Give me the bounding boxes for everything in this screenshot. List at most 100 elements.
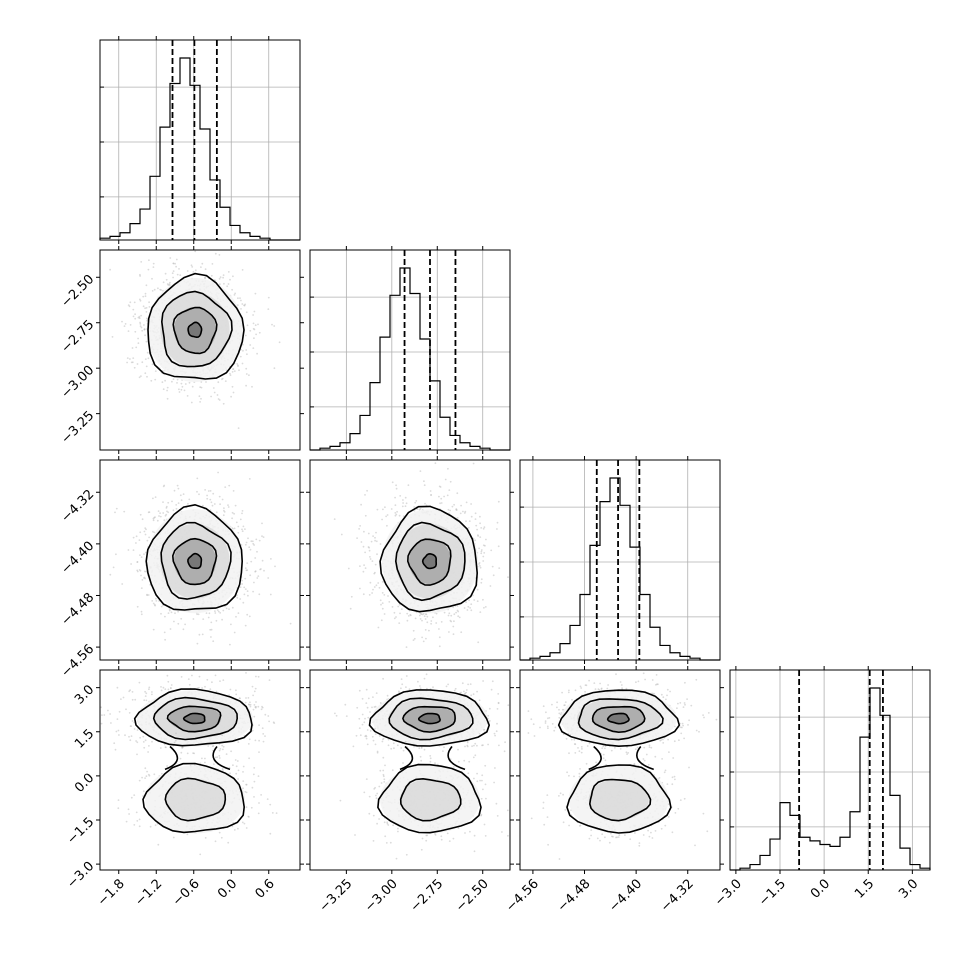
sample-point — [121, 583, 124, 585]
sample-point — [152, 266, 155, 268]
sample-point — [422, 640, 425, 643]
sample-point — [271, 323, 273, 326]
sample-point — [448, 631, 450, 633]
sample-point — [358, 528, 360, 530]
sample-point — [176, 378, 179, 381]
sample-point — [137, 337, 140, 340]
sample-point — [484, 606, 487, 608]
sample-point — [468, 599, 470, 602]
sample-point — [155, 597, 157, 600]
sample-point — [231, 511, 234, 514]
sample-point — [380, 603, 382, 606]
sample-point — [113, 742, 116, 745]
sample-point — [160, 686, 162, 688]
sample-point — [144, 295, 147, 298]
sample-point — [349, 607, 352, 610]
sample-point — [233, 631, 236, 634]
sample-point — [212, 492, 215, 495]
sample-point — [238, 697, 241, 700]
sample-point — [259, 568, 261, 571]
sample-point — [375, 531, 377, 534]
sample-point — [414, 501, 417, 504]
sample-point — [241, 530, 244, 533]
sample-point — [241, 512, 243, 515]
sample-point — [216, 609, 219, 611]
sample-point — [205, 381, 207, 383]
sample-point — [247, 594, 249, 597]
sample-point — [177, 502, 180, 504]
sample-point — [165, 278, 168, 281]
sample-point — [204, 489, 207, 491]
sample-point — [218, 495, 221, 498]
sample-point — [244, 528, 246, 530]
sample-point — [340, 533, 343, 536]
sample-point — [157, 510, 160, 512]
sample-point — [475, 524, 478, 527]
sample-point — [261, 705, 263, 708]
sample-point — [449, 480, 452, 483]
sample-point — [371, 592, 373, 594]
sample-point — [144, 533, 147, 536]
sample-point — [256, 550, 258, 553]
sample-point — [136, 605, 139, 608]
sample-point — [465, 520, 467, 523]
sample-point — [145, 307, 148, 309]
sample-point — [261, 522, 263, 525]
sample-point — [180, 751, 183, 754]
sample-point — [237, 427, 240, 429]
sample-point — [452, 633, 455, 636]
sample-point — [215, 511, 218, 514]
sample-point — [248, 478, 251, 480]
sample-point — [205, 612, 208, 614]
sample-point — [144, 292, 147, 295]
sample-point — [232, 275, 234, 278]
sample-point — [151, 277, 153, 280]
sample-point — [241, 269, 244, 271]
sample-point — [237, 531, 240, 534]
sample-point — [455, 611, 457, 614]
sample-point — [466, 609, 469, 611]
sample-point — [227, 506, 230, 508]
sample-point — [177, 610, 180, 613]
sample-point — [126, 361, 128, 364]
sample-point — [210, 395, 213, 398]
sample-point — [249, 344, 252, 346]
sample-point — [483, 526, 486, 529]
sample-point — [160, 289, 163, 291]
sample-point — [198, 633, 201, 636]
sample-point — [218, 254, 221, 256]
sample-point — [241, 583, 244, 585]
sample-point — [211, 263, 214, 265]
sample-point — [463, 607, 466, 609]
sample-point — [367, 532, 370, 535]
sample-point — [142, 741, 145, 743]
sample-point — [245, 384, 248, 387]
sample-point — [219, 283, 221, 285]
sample-point — [478, 562, 481, 564]
sample-point — [255, 538, 258, 541]
sample-point — [139, 323, 142, 325]
sample-point — [267, 308, 270, 310]
sample-point — [139, 736, 142, 739]
sample-point — [253, 337, 255, 340]
sample-point — [448, 489, 451, 491]
sample-point — [430, 622, 432, 625]
sample-point — [229, 374, 232, 377]
sample-point — [127, 304, 130, 306]
sample-point — [157, 287, 159, 290]
sample-point — [200, 266, 202, 268]
sample-point — [148, 511, 151, 513]
sample-point — [201, 757, 203, 760]
sample-point — [177, 487, 180, 490]
sample-point — [150, 379, 153, 382]
sample-point — [368, 594, 371, 596]
sample-point — [477, 534, 479, 536]
sample-point — [232, 391, 235, 394]
sample-point — [395, 484, 397, 487]
sample-point — [192, 270, 195, 273]
sample-point — [131, 698, 134, 701]
sample-point — [470, 515, 473, 518]
sample-point — [136, 363, 139, 365]
sample-point — [142, 305, 145, 308]
sample-point — [375, 540, 378, 543]
